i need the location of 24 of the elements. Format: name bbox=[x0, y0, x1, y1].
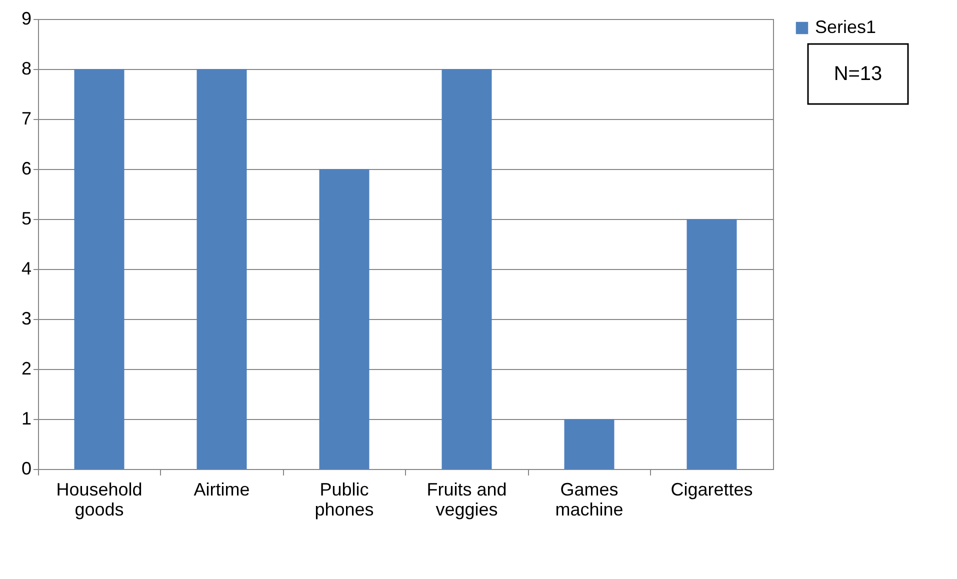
y-tick-label: 7 bbox=[21, 108, 32, 128]
x-tick-label: Household goods bbox=[56, 480, 142, 520]
x-tick-label: Airtime bbox=[194, 480, 250, 500]
x-tick-label: Public phones bbox=[314, 480, 374, 520]
x-tick-label: Cigarettes bbox=[670, 480, 753, 500]
y-tick-label: 8 bbox=[21, 58, 32, 78]
text: N=13 bbox=[834, 63, 882, 85]
bar bbox=[74, 69, 124, 469]
y-tick-label: 1 bbox=[21, 408, 32, 428]
bar bbox=[196, 69, 247, 469]
y-tick-label: 0 bbox=[21, 458, 32, 478]
y-tick-label: 9 bbox=[21, 8, 32, 28]
legend-label: Series1 bbox=[815, 17, 876, 37]
y-tick-label: 5 bbox=[21, 208, 32, 228]
y-tick-label: 4 bbox=[21, 258, 32, 278]
x-tick-label: Games machine bbox=[555, 480, 624, 520]
y-tick-label: 3 bbox=[21, 308, 32, 328]
bar bbox=[319, 169, 370, 469]
bar bbox=[686, 219, 737, 469]
y-tick-label: 2 bbox=[21, 358, 32, 378]
x-tick-label: Fruits and veggies bbox=[426, 480, 507, 520]
y-tick-label: 6 bbox=[21, 158, 32, 178]
bar bbox=[442, 69, 492, 469]
bar bbox=[564, 419, 614, 469]
